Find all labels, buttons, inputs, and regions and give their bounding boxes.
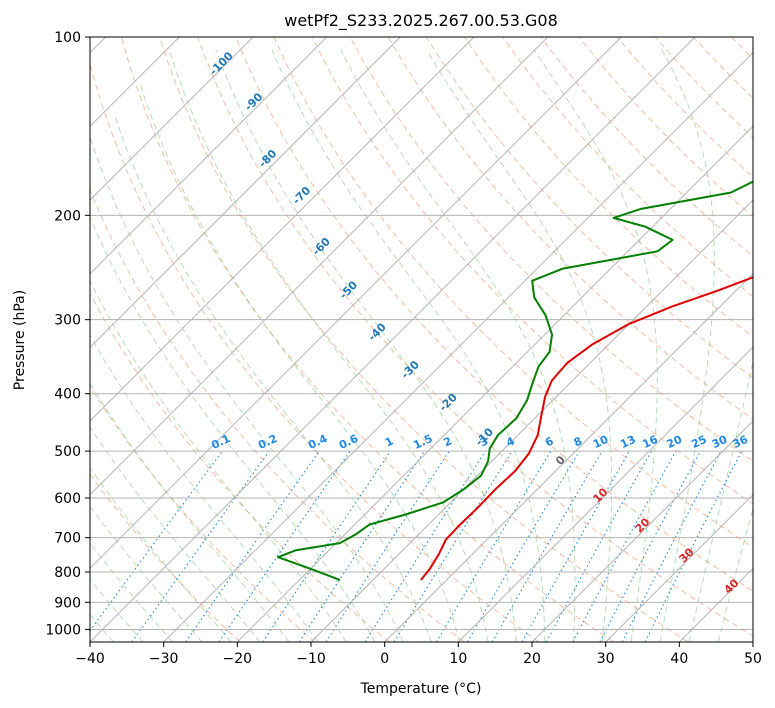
dry-adiabat-line	[464, 37, 753, 338]
isotherm-line	[457, 346, 753, 642]
moist-adiabat-line	[90, 382, 290, 642]
plot-frame	[89, 36, 754, 643]
moist-adiabat-line	[90, 426, 261, 642]
mixing-ratio-line	[364, 450, 486, 642]
isotherm-line	[605, 493, 753, 642]
x-tick-label: 40	[670, 651, 688, 667]
mixing-ratio-label: 10	[591, 433, 611, 451]
y-tick-label: 800	[54, 565, 81, 581]
moist-adiabat-line	[215, 49, 517, 642]
moist-adiabat-line	[271, 49, 546, 642]
isotherm-line	[90, 37, 328, 275]
isotherm-line	[163, 51, 753, 642]
dry-adiabat-line	[90, 62, 540, 642]
isotherm-line	[90, 37, 254, 201]
y-tick-label: 600	[54, 491, 81, 507]
y-tick-label: 900	[54, 595, 81, 611]
isotherm-line	[90, 37, 549, 496]
x-tick-label: 0	[380, 651, 389, 667]
mixing-ratio-line	[599, 450, 702, 642]
mixing-ratio-label: 25	[689, 433, 708, 451]
x-tick-label: −10	[296, 651, 326, 667]
x-axis-ticks: −40 −30 −20 −10 0 10 20 30 40 50	[75, 642, 762, 667]
moist-adiabat-line	[90, 578, 144, 642]
mixing-ratio-line	[435, 450, 552, 642]
y-axis-title: Pressure (hPa)	[12, 290, 28, 390]
y-tick-label: 500	[54, 444, 81, 460]
moist-adiabat-line	[113, 114, 432, 642]
chart-title: wetPf2_S233.2025.267.00.53.G08	[284, 11, 558, 31]
mixing-ratio-line	[262, 450, 392, 642]
y-tick-label: 100	[54, 30, 81, 46]
moist-adiabat-line	[533, 49, 658, 642]
moist-adiabat-line	[90, 279, 347, 642]
dry-adiabat-line	[90, 292, 390, 642]
moist-adiabat-line	[659, 49, 715, 642]
dry-adiabat-line	[120, 37, 614, 642]
mixing-ratio-label: 20	[665, 433, 685, 451]
dry-adiabat-line	[90, 385, 316, 642]
y-axis-ticks: 100 200 300 400 500 600 700 800 900 1000	[45, 30, 90, 638]
x-tick-label: 20	[523, 651, 541, 667]
mixing-ratio-line	[572, 450, 677, 642]
mixing-ratio-label: 13	[618, 433, 637, 451]
dry-adiabat-line	[311, 37, 753, 505]
isotherm-line	[531, 420, 753, 642]
isobars	[90, 37, 753, 630]
mixing-ratio-label: 36	[731, 433, 751, 451]
y-tick-label: 400	[54, 387, 81, 403]
plot-area	[90, 37, 753, 642]
x-tick-label: 10	[449, 651, 467, 667]
mixing-ratio-line	[298, 450, 425, 642]
skewed-isotherms	[90, 37, 753, 642]
x-tick-label: −20	[223, 651, 253, 667]
mixing-ratio-lines	[90, 450, 743, 642]
isotherm-line	[384, 272, 753, 642]
x-tick-label: −30	[149, 651, 179, 667]
moist-adiabat-line	[168, 49, 489, 642]
moist-adiabat-line	[139, 83, 461, 642]
mixing-ratio-line	[131, 450, 270, 642]
moist-adiabat-line	[90, 505, 203, 642]
sounding-profiles	[277, 180, 753, 581]
dry-adiabat-line	[502, 37, 753, 298]
isotherm-line	[90, 37, 622, 570]
isotherm-line	[90, 37, 475, 422]
y-tick-label: 200	[54, 208, 81, 224]
isotherm-line	[310, 199, 753, 642]
temperature-profile-line	[420, 276, 753, 581]
moist-adiabat-line	[90, 334, 319, 642]
x-tick-label: 30	[597, 651, 615, 667]
y-tick-label: 300	[54, 313, 81, 329]
mixing-ratio-line	[325, 450, 450, 642]
moist-adiabat-line	[340, 49, 576, 642]
x-axis-title: Temperature (°C)	[360, 681, 482, 697]
dry-adiabat-line	[273, 37, 753, 548]
dry-adiabat-line	[425, 37, 753, 379]
dry-adiabat-line	[235, 37, 753, 592]
dry-adiabat-line	[387, 37, 753, 420]
mixing-ratio-line	[218, 450, 351, 642]
isotherm-line	[90, 37, 401, 349]
x-tick-label: 50	[744, 651, 762, 667]
x-tick-label: −40	[75, 651, 105, 667]
isotherm-line	[90, 37, 696, 642]
mixing-ratio-label: 30	[710, 433, 730, 451]
y-tick-label: 700	[54, 531, 81, 547]
isotherm-line	[236, 125, 753, 642]
dewpoint-profile-line	[277, 180, 753, 581]
mixing-ratio-line	[467, 450, 580, 642]
mixing-ratio-line	[185, 450, 320, 642]
mixing-ratio-label: 16	[640, 433, 660, 451]
moist-adiabat-line	[688, 358, 753, 642]
moist-adiabat-line	[717, 506, 753, 642]
y-tick-label: 1000	[45, 622, 81, 638]
dry-adiabat-line	[90, 473, 241, 642]
dry-adiabat-line	[159, 37, 689, 642]
dry-adiabat-line	[90, 188, 465, 642]
